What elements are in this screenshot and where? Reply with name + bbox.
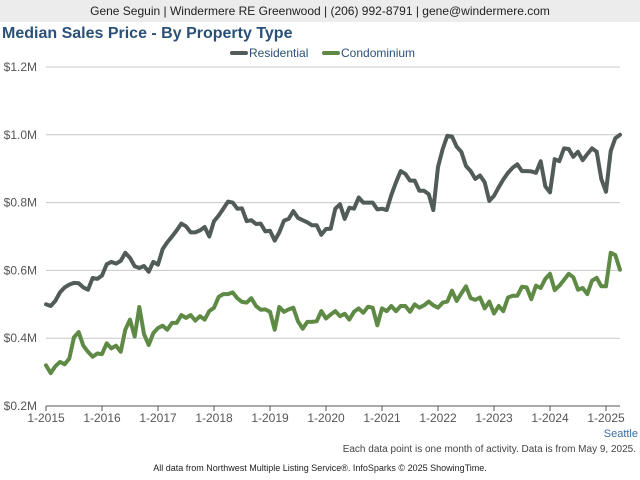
line-chart: $0.2M $0.4M $0.6M $0.8M $1.0M $1.2M 1-2015 1-20… [4,46,625,425]
contact-banner: Gene Seguin | Windermere RE Greenwood | … [0,0,640,22]
y-tick-label: $0.8M [4,196,37,210]
x-tick-label: 1-2019 [251,411,289,425]
x-tick-label: 1-2023 [475,411,513,425]
x-tick-label: 1-2022 [419,411,457,425]
region-label: Seattle [603,428,638,440]
contact-text: Gene Seguin | Windermere RE Greenwood | … [90,4,550,18]
series-line-residential [44,132,622,308]
y-tick-label: $1.0M [4,128,37,142]
y-tick-label: $0.2M [4,399,37,413]
x-tick-label: 1-2016 [83,411,121,425]
x-tick-label: 1-2021 [363,411,401,425]
x-tick-label: 1-2024 [531,411,569,425]
x-tick-label: 1-2020 [307,411,345,425]
x-tick-label: 1-2025 [587,411,625,425]
legend-label-condominium: Condominium [341,46,415,60]
legend-label-residential: Residential [249,46,308,60]
x-tick-label: 1-2018 [195,411,233,425]
footer-credit: All data from Northwest Multiple Listing… [153,463,487,473]
y-tick-label: $1.2M [4,60,37,74]
chart-title: Median Sales Price - By Property Type [2,25,293,42]
y-tick-label: $0.4M [4,331,37,345]
x-tick-label: 1-2017 [139,411,177,425]
y-tick-label: $0.6M [4,263,37,277]
series-line-condominium [44,250,622,376]
x-tick-label: 1-2015 [27,411,65,425]
data-note: Each data point is one month of activity… [342,444,636,455]
